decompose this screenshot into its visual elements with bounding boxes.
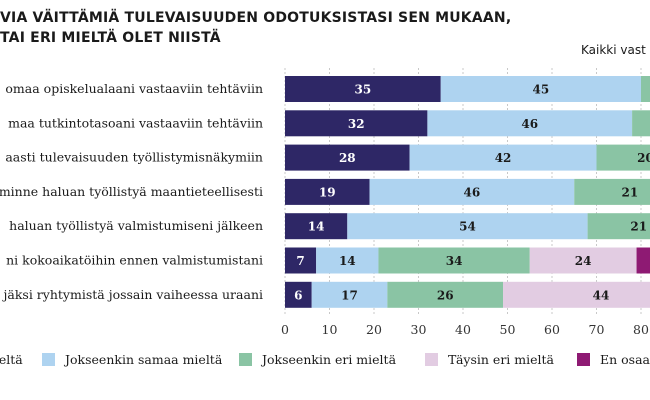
bar-segment (529, 247, 637, 274)
bar-segment (641, 76, 650, 102)
x-tick-label: 40 (455, 322, 471, 337)
bar-segment (378, 247, 530, 274)
bar-segment (503, 281, 650, 308)
legend-label: mieltä (0, 352, 23, 367)
legend-label: Jokseenkin eri mieltä (260, 352, 397, 367)
x-tick-label: 0 (281, 322, 289, 337)
data-label: 24 (575, 254, 592, 268)
category-label: omaa opiskelualaani vastaaviin tehtäviin (5, 81, 263, 96)
chart-title: VIA VÄITTÄMIÄ TULEVAISUUDEN ODOTUKSISTAS… (0, 8, 511, 48)
chart-title-line1: VIA VÄITTÄMIÄ TULEVAISUUDEN ODOTUKSISTAS… (0, 10, 512, 26)
bar-segment (316, 247, 379, 274)
chart-subtitle: Kaikki vast (581, 43, 646, 57)
bar-segment (311, 281, 388, 308)
data-label: 46 (464, 185, 481, 199)
x-tick-label: 30 (411, 322, 427, 337)
category-label: jäksi ryhtymistä jossain vaiheessa uraan… (2, 287, 263, 302)
x-tick-label: 70 (589, 322, 605, 337)
bar-segment (596, 144, 650, 171)
legend-label: Jokseenkin samaa mieltä (63, 352, 223, 367)
data-label: 20 (637, 151, 650, 165)
bar-segment (409, 144, 597, 171)
x-tick-label: 60 (544, 322, 560, 337)
bar-segment (285, 178, 370, 205)
data-label: 26 (437, 288, 454, 302)
bar-segment (285, 247, 317, 274)
bar-segment (427, 110, 633, 137)
data-label: 21 (630, 220, 647, 234)
legend-swatch (425, 353, 438, 366)
legend-swatch (577, 353, 590, 366)
data-label: 6 (294, 288, 302, 302)
bar-segment (387, 281, 504, 308)
bar-segment (632, 110, 650, 137)
data-label: 21 (622, 185, 639, 199)
x-tick-label: 80 (633, 322, 649, 337)
data-label: 34 (446, 254, 463, 268)
x-tick-label: 10 (322, 322, 338, 337)
data-label: 42 (495, 151, 512, 165)
data-label: 19 (319, 185, 336, 199)
category-label: haluan työllistyä valmistumiseni jälkeen (9, 218, 263, 233)
bar-segment (440, 76, 641, 102)
x-tick-label: 50 (500, 322, 516, 337)
data-label: 44 (593, 288, 610, 302)
bar-segment (285, 110, 428, 137)
chart-title-line2: TAI ERI MIELTÄ OLET NIISTÄ (0, 30, 221, 46)
data-label: 14 (308, 220, 325, 234)
data-label: 35 (355, 83, 372, 97)
legend-label: Täysin eri mieltä (448, 352, 555, 367)
category-label: maa tutkintotasoani vastaaviin tehtäviin (8, 115, 263, 130)
data-label: 32 (348, 117, 365, 131)
bar-segment (285, 213, 348, 240)
bar-segment (285, 144, 410, 171)
data-label: 28 (339, 151, 356, 165)
legend-swatch (239, 353, 252, 366)
category-label: minne haluan työllistyä maantieteellises… (0, 184, 263, 199)
bar-segment (574, 178, 650, 205)
data-label: 54 (459, 220, 476, 234)
bar-segment (587, 213, 650, 240)
data-label: 17 (341, 288, 358, 302)
legend-swatch (42, 353, 55, 366)
data-label: 14 (339, 254, 356, 268)
data-label: 46 (521, 117, 538, 131)
data-label: 45 (533, 83, 550, 97)
bar-segment (347, 213, 588, 240)
bar-segment (285, 281, 312, 308)
x-tick-label: 20 (366, 322, 382, 337)
bar-segment (285, 76, 441, 102)
category-label: ni kokoaikatöihin ennen valmistumistani (6, 253, 263, 268)
bar-segment (369, 178, 575, 205)
legend-label: En osaa (600, 352, 650, 367)
category-label: aasti tulevaisuuden työllistymisnäkymiin (5, 150, 263, 165)
bar-segment (636, 247, 650, 274)
data-label: 7 (296, 254, 304, 268)
